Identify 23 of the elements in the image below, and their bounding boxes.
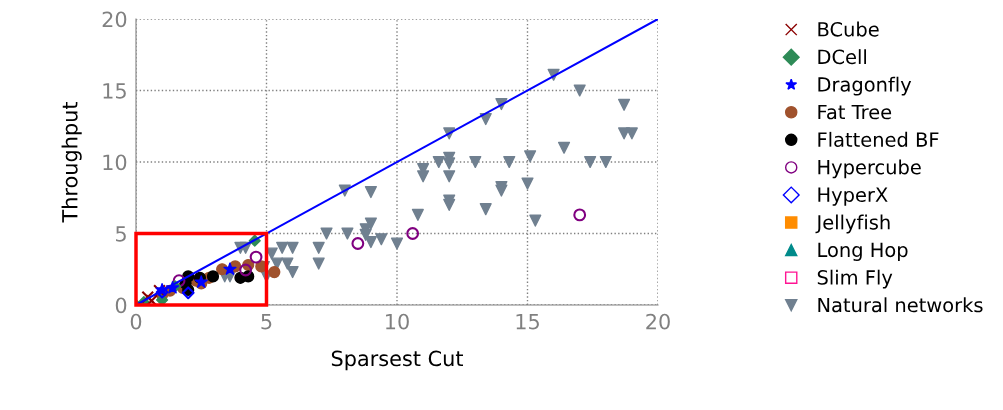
legend-label: Long Hop — [818, 242, 908, 261]
x-tick-label: 10 — [386, 313, 409, 330]
y-axis-title: Throughput — [61, 102, 82, 223]
y-tick-label: 0 — [115, 297, 127, 314]
x-tick-label: 15 — [516, 313, 539, 330]
legend-label: Flattened BF — [818, 131, 939, 147]
x-tick-label: 20 — [646, 313, 670, 330]
legend-label: Fat Tree — [818, 104, 892, 120]
y-tick-label: 5 — [116, 226, 126, 242]
legend-label: Jellyfish — [815, 214, 890, 234]
legend-label: Slim Fly — [817, 269, 893, 289]
x-axis-title: Sparsest Cut — [331, 350, 464, 371]
x-tick-label: 0 — [130, 313, 142, 330]
legend-label: BCube — [818, 21, 879, 37]
x-tick-label: 5 — [261, 313, 272, 330]
legend-label: HyperX — [818, 187, 888, 206]
legend-label: Natural networks — [818, 297, 983, 313]
y-tick-label: 10 — [103, 154, 127, 171]
y-tick-label: 20 — [102, 11, 127, 28]
y-tick-label: 15 — [103, 83, 126, 99]
legend-label: DCell — [818, 49, 866, 65]
legend-label: Hypercube — [818, 159, 921, 179]
legend-label: Dragonfly — [818, 76, 912, 96]
